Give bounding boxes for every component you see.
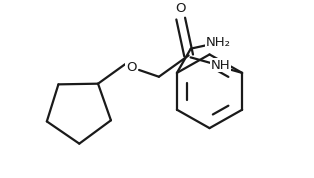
Text: NH: NH [210,59,230,72]
Text: O: O [126,61,136,74]
Text: O: O [176,2,186,15]
Text: NH₂: NH₂ [206,36,231,49]
